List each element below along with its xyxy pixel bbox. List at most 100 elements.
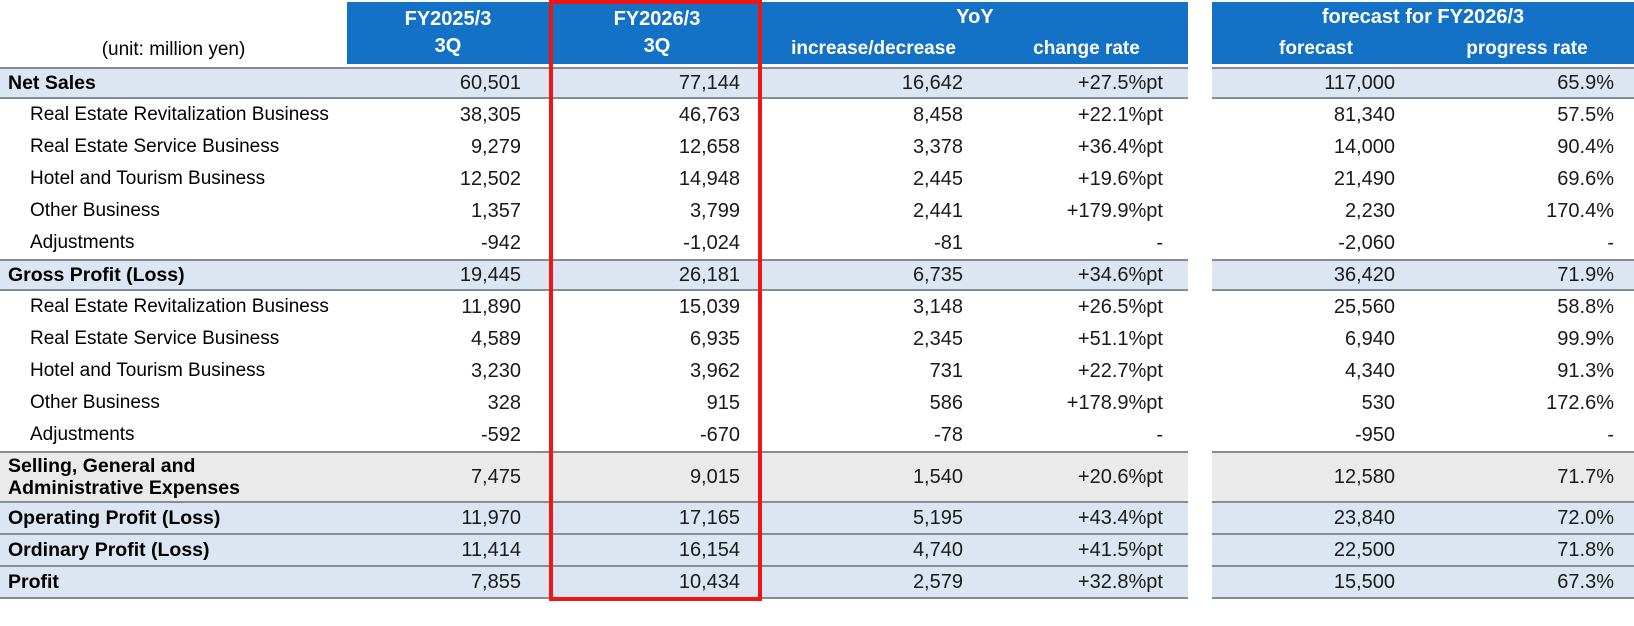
- cell-yoy-change-rate: -: [985, 227, 1188, 259]
- cell-progress-rate: 58.8%: [1420, 291, 1634, 323]
- row-ordinary-profit: Ordinary Profit (Loss) 11,414 16,154 4,7…: [0, 535, 1634, 567]
- cell-fy2026-3q: 15,039: [549, 291, 762, 323]
- cell-yoy-change-rate: +179.9%pt: [985, 195, 1188, 227]
- gap-spacer: [1188, 567, 1212, 599]
- cell-fy2026-3q: 26,181: [549, 259, 762, 291]
- gap-spacer: [1188, 387, 1212, 419]
- cell-progress-rate: 69.6%: [1420, 163, 1634, 195]
- cell-yoy-increase: 586: [762, 387, 985, 419]
- cell-fy2026-3q: 46,763: [549, 99, 762, 131]
- cell-fy2025-3q: 7,475: [347, 451, 549, 503]
- cell-fy2026-3q: -670: [549, 419, 762, 451]
- cell-label: Operating Profit (Loss): [0, 503, 347, 535]
- cell-fy2026-3q: 14,948: [549, 163, 762, 195]
- cell-yoy-increase: 3,378: [762, 131, 985, 163]
- cell-yoy-increase: -78: [762, 419, 985, 451]
- row-other-business-profit: Other Business 328 915 586 +178.9%pt 530…: [0, 387, 1634, 419]
- cell-progress-rate: 99.9%: [1420, 323, 1634, 355]
- cell-label: Hotel and Tourism Business: [0, 355, 347, 387]
- cell-label: Other Business: [0, 195, 347, 227]
- cell-fy2025-3q: 3,230: [347, 355, 549, 387]
- table-header: (unit: million yen) FY2025/3 3Q FY2026/3…: [0, 2, 1634, 64]
- row-hotel-tourism-profit: Hotel and Tourism Business 3,230 3,962 7…: [0, 355, 1634, 387]
- cell-yoy-increase: 4,740: [762, 535, 985, 567]
- cell-progress-rate: 172.6%: [1420, 387, 1634, 419]
- cell-progress-rate: 65.9%: [1420, 67, 1634, 99]
- cell-yoy-change-rate: +34.6%pt: [985, 259, 1188, 291]
- row-profit: Profit 7,855 10,434 2,579 +32.8%pt 15,50…: [0, 567, 1634, 599]
- cell-yoy-increase: 2,579: [762, 567, 985, 599]
- cell-forecast: 530: [1212, 387, 1420, 419]
- cell-fy2026-3q: 915: [549, 387, 762, 419]
- cell-fy2026-3q: 12,658: [549, 131, 762, 163]
- cell-yoy-change-rate: +178.9%pt: [985, 387, 1188, 419]
- row-hotel-tourism-sales: Hotel and Tourism Business 12,502 14,948…: [0, 163, 1634, 195]
- cell-yoy-increase: 2,345: [762, 323, 985, 355]
- row-adjustments-profit: Adjustments -592 -670 -78 - -950 -: [0, 419, 1634, 451]
- header-forecast: forecast: [1212, 33, 1420, 64]
- cell-label: Real Estate Revitalization Business: [0, 291, 347, 323]
- cell-fy2026-3q: 17,165: [549, 503, 762, 535]
- gap-spacer: [1188, 227, 1212, 259]
- cell-forecast: 117,000: [1212, 67, 1420, 99]
- cell-forecast: 12,580: [1212, 451, 1420, 503]
- cell-forecast: 81,340: [1212, 99, 1420, 131]
- cell-fy2026-3q: -1,024: [549, 227, 762, 259]
- cell-progress-rate: 71.7%: [1420, 451, 1634, 503]
- cell-progress-rate: 57.5%: [1420, 99, 1634, 131]
- cell-forecast: 23,840: [1212, 503, 1420, 535]
- cell-progress-rate: 71.9%: [1420, 259, 1634, 291]
- header-fy2026-quarter: 3Q: [643, 35, 671, 57]
- cell-fy2025-3q: -592: [347, 419, 549, 451]
- cell-forecast: -2,060: [1212, 227, 1420, 259]
- cell-yoy-change-rate: +20.6%pt: [985, 451, 1188, 503]
- cell-label: Profit: [0, 567, 347, 599]
- header-yoy-group: YoY: [762, 2, 1188, 33]
- cell-label: Adjustments: [0, 227, 347, 259]
- cell-label: Gross Profit (Loss): [0, 259, 347, 291]
- cell-yoy-change-rate: +32.8%pt: [985, 567, 1188, 599]
- cell-yoy-change-rate: +19.6%pt: [985, 163, 1188, 195]
- header-fy2025-column: FY2025/3 3Q: [347, 2, 549, 64]
- cell-progress-rate: 67.3%: [1420, 567, 1634, 599]
- cell-fy2025-3q: 11,414: [347, 535, 549, 567]
- cell-fy2025-3q: 4,589: [347, 323, 549, 355]
- row-real-estate-service-sales: Real Estate Service Business 9,279 12,65…: [0, 131, 1634, 163]
- cell-fy2025-3q: 38,305: [347, 99, 549, 131]
- gap-spacer: [1188, 503, 1212, 535]
- gap-spacer: [1188, 291, 1212, 323]
- cell-label: Real Estate Revitalization Business: [0, 99, 347, 131]
- cell-yoy-increase: 8,458: [762, 99, 985, 131]
- gap-spacer: [1188, 451, 1212, 503]
- cell-label: Ordinary Profit (Loss): [0, 535, 347, 567]
- cell-fy2025-3q: 11,890: [347, 291, 549, 323]
- gap-spacer: [1188, 323, 1212, 355]
- gap-spacer: [1188, 419, 1212, 451]
- cell-fy2025-3q: 12,502: [347, 163, 549, 195]
- gap-spacer: [1188, 67, 1212, 99]
- cell-forecast: 4,340: [1212, 355, 1420, 387]
- cell-fy2025-3q: 60,501: [347, 67, 549, 99]
- cell-fy2026-3q: 77,144: [549, 67, 762, 99]
- cell-fy2025-3q: 19,445: [347, 259, 549, 291]
- gap-spacer: [1188, 195, 1212, 227]
- cell-yoy-increase: 16,642: [762, 67, 985, 99]
- cell-forecast: 15,500: [1212, 567, 1420, 599]
- gap-spacer: [1188, 355, 1212, 387]
- cell-fy2026-3q: 6,935: [549, 323, 762, 355]
- cell-forecast: 22,500: [1212, 535, 1420, 567]
- cell-yoy-increase: 2,445: [762, 163, 985, 195]
- cell-fy2025-3q: 328: [347, 387, 549, 419]
- cell-fy2025-3q: -942: [347, 227, 549, 259]
- cell-progress-rate: 170.4%: [1420, 195, 1634, 227]
- cell-yoy-change-rate: +43.4%pt: [985, 503, 1188, 535]
- header-fy2025-year: FY2025/3: [404, 8, 492, 30]
- cell-fy2025-3q: 1,357: [347, 195, 549, 227]
- cell-yoy-increase: 1,540: [762, 451, 985, 503]
- cell-fy2026-3q: 16,154: [549, 535, 762, 567]
- cell-progress-rate: -: [1420, 419, 1634, 451]
- table-body: Net Sales 60,501 77,144 16,642 +27.5%pt …: [0, 67, 1634, 599]
- cell-yoy-increase: 6,735: [762, 259, 985, 291]
- cell-forecast: 2,230: [1212, 195, 1420, 227]
- cell-yoy-change-rate: +26.5%pt: [985, 291, 1188, 323]
